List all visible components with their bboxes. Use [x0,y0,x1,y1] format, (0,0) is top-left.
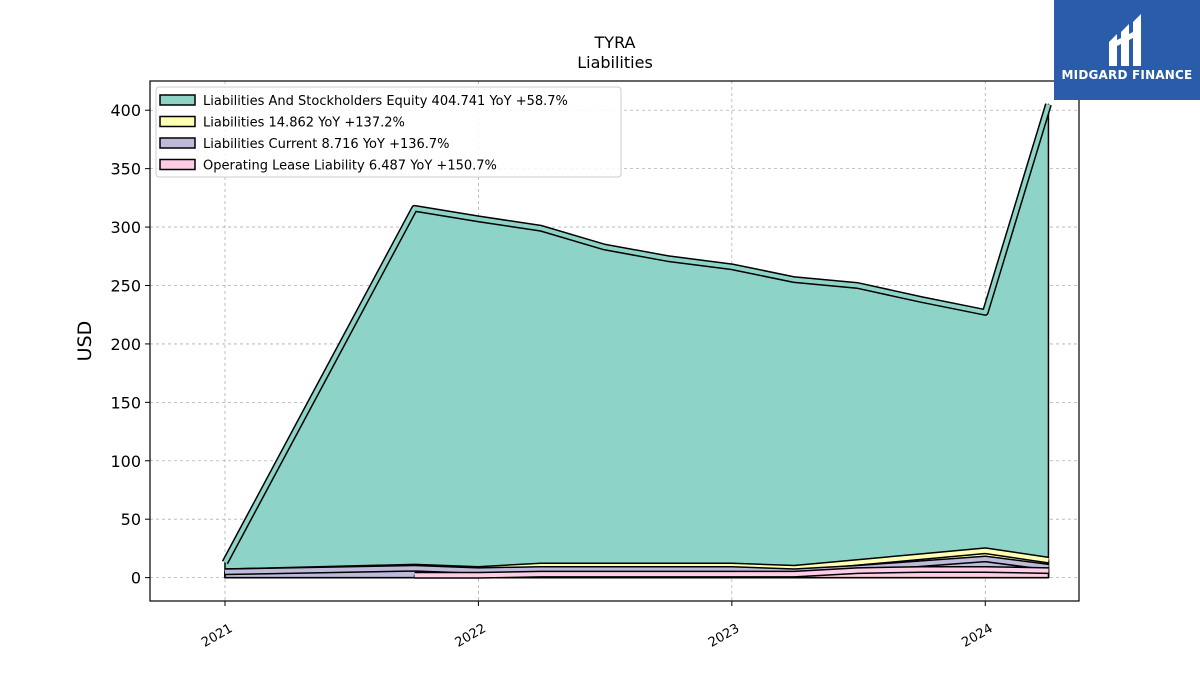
brand-name: MIDGARD FINANCE [1061,68,1193,82]
legend-entry: Liabilities 14.862 YoY +137.2% [203,116,405,131]
x-tick-label: 2023 [706,621,742,651]
y-tick-label: 300 [110,218,141,237]
legend-entry: Liabilities Current 8.716 YoY +136.7% [203,137,450,152]
brand-logo-box: MIDGARD FINANCE [1054,0,1200,100]
x-axis-ticks: 2021 2022 2023 2024 [199,601,996,651]
legend-entry: Operating Lease Liability 6.487 YoY +150… [203,159,497,174]
series-areas [221,103,1052,579]
legend-box [155,86,622,178]
y-tick-label: 200 [110,335,141,354]
y-axis-label: USD [74,321,96,362]
y-axis-ticks: 0 50 100 150 200 250 300 350 400 [110,101,150,588]
y-tick-label: 250 [110,276,141,295]
y-tick-label: 400 [110,101,141,120]
x-tick-label: 2022 [453,621,489,651]
y-tick-label: 50 [121,510,141,529]
y-tick-label: 350 [110,160,141,179]
x-tick-label: 2021 [199,621,235,651]
y-tick-label: 100 [110,452,141,471]
legend-swatch [159,94,196,106]
legend: Liabilities And Stockholders Equity 404.… [155,86,622,178]
series-line-liabilities-and-stockholders-equity [223,103,1051,564]
midgard-logo-icon [1109,14,1141,66]
series-line-liabilities-current [224,556,1049,574]
x-tick-label: 2024 [959,621,995,651]
y-tick-label: 150 [110,393,141,412]
legend-entry: Liabilities And Stockholders Equity 404.… [203,94,568,109]
series-line-operating-lease-liability [414,567,1049,578]
legend-swatch [159,137,196,149]
legend-swatch [159,115,196,128]
chart-subtitle: Liabilities [577,53,653,72]
chart-title: TYRA [594,33,636,52]
plot-frame [149,80,1080,602]
y-tick-label: 0 [131,569,141,588]
legend-swatch [159,158,196,171]
